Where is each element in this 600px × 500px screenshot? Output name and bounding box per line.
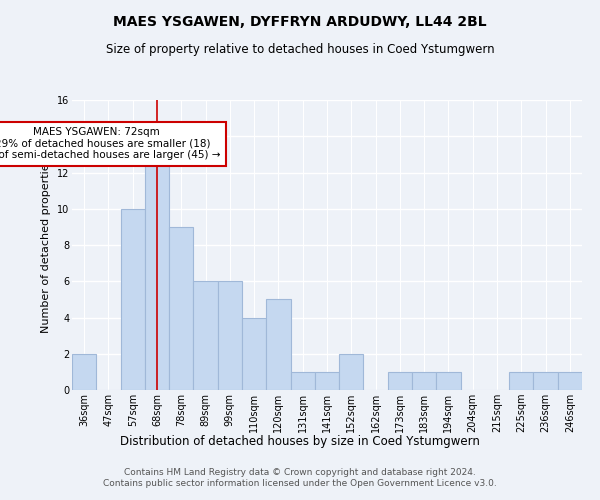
Bar	[436, 372, 461, 390]
Bar	[242, 318, 266, 390]
Text: Size of property relative to detached houses in Coed Ystumgwern: Size of property relative to detached ho…	[106, 42, 494, 56]
Bar	[145, 154, 169, 390]
Text: MAES YSGAWEN: 72sqm
← 29% of detached houses are smaller (18)
71% of semi-detach: MAES YSGAWEN: 72sqm ← 29% of detached ho…	[0, 127, 221, 160]
Bar	[121, 209, 145, 390]
Bar	[266, 300, 290, 390]
Bar	[339, 354, 364, 390]
Text: Distribution of detached houses by size in Coed Ystumgwern: Distribution of detached houses by size …	[120, 435, 480, 448]
Bar	[533, 372, 558, 390]
Bar	[509, 372, 533, 390]
Text: Contains HM Land Registry data © Crown copyright and database right 2024.
Contai: Contains HM Land Registry data © Crown c…	[103, 468, 497, 487]
Y-axis label: Number of detached properties: Number of detached properties	[41, 158, 51, 332]
Bar	[412, 372, 436, 390]
Bar	[169, 227, 193, 390]
Bar	[72, 354, 96, 390]
Bar	[558, 372, 582, 390]
Bar	[315, 372, 339, 390]
Bar	[218, 281, 242, 390]
Bar	[193, 281, 218, 390]
Text: MAES YSGAWEN, DYFFRYN ARDUDWY, LL44 2BL: MAES YSGAWEN, DYFFRYN ARDUDWY, LL44 2BL	[113, 15, 487, 29]
Bar	[388, 372, 412, 390]
Bar	[290, 372, 315, 390]
